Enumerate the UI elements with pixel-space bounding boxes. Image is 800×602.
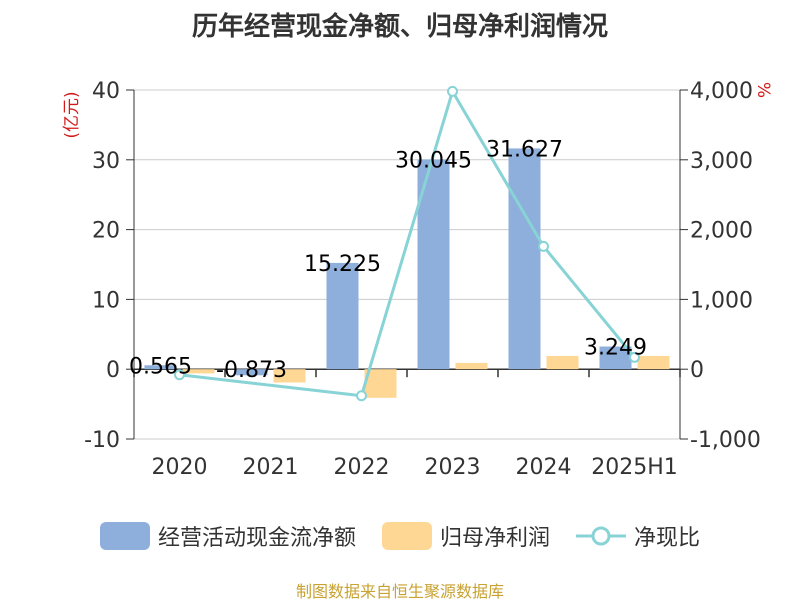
y-tick-label: 0: [106, 358, 120, 383]
y-tick-label: 20: [92, 219, 120, 244]
legend-swatch-cashflow: [99, 522, 150, 550]
data-label-cashflow-2025H1: 3.249: [584, 336, 647, 361]
data-label-cashflow-2020: 0.565: [129, 354, 192, 379]
legend-item-ratio[interactable]: 净现比: [576, 520, 700, 552]
bar-cashflow-2022: [326, 262, 359, 370]
y-tick-label: 10: [92, 288, 120, 313]
bar-cashflow-2021: [235, 369, 268, 376]
data-label-cashflow-2022: 15.225: [304, 252, 381, 277]
legend-swatch-ratio: [576, 522, 626, 550]
y2-tick-label: 4,000: [690, 79, 753, 104]
legend-item-cashflow[interactable]: 经营活动现金流净额: [99, 520, 356, 552]
legend-label-netprofit: 归母净利润: [439, 526, 550, 551]
x-tick-label: 2023: [425, 455, 481, 480]
point-ratio-2024: [538, 240, 549, 252]
data-label-cashflow-2021: -0.873: [216, 358, 287, 383]
bar-cashflow-2020: [144, 365, 177, 370]
bar-netprofit-2021: [273, 369, 306, 383]
y-tick-label: -10: [84, 428, 120, 453]
legend-swatch-netprofit: [381, 522, 432, 550]
x-tick-label: 2022: [334, 455, 390, 480]
bar-netprofit-2024: [546, 355, 579, 370]
y-tick-label: 40: [92, 79, 120, 104]
source-note: 制图数据来自恒生聚源数据库: [295, 582, 504, 601]
y2-tick-label: 3,000: [690, 149, 753, 174]
bar-netprofit-2022: [364, 369, 397, 398]
bar-netprofit-2020: [182, 369, 215, 374]
point-ratio-2023: [447, 85, 458, 97]
point-ratio-2025H1: [629, 351, 640, 363]
chart-title: 历年经营现金净额、归母净利润情况: [191, 12, 608, 42]
legend-label-cashflow: 经营活动现金流净额: [157, 526, 356, 551]
legend-label-ratio: 净现比: [634, 526, 701, 551]
bar-cashflow-2024: [508, 148, 541, 370]
y-tick-label: 30: [92, 149, 120, 174]
point-ratio-2020: [174, 369, 185, 381]
data-label-cashflow-2024: 31.627: [486, 137, 563, 162]
y-axis-unit: (亿元): [62, 91, 82, 138]
line-ratio: [179, 89, 636, 398]
legend-item-netprofit[interactable]: 归母净利润: [381, 520, 550, 552]
bar-netprofit-2023: [455, 362, 488, 370]
y2-axis-unit: %: [753, 82, 773, 98]
y2-tick-label: 1,000: [690, 288, 753, 313]
x-tick-label: 2020: [152, 455, 208, 480]
x-tick-label: 2021: [243, 455, 299, 480]
bar-cashflow-2025H1: [599, 346, 632, 370]
data-label-cashflow-2023: 30.045: [395, 148, 472, 173]
y2-tick-label: 0: [690, 358, 704, 383]
y2-tick-label: 2,000: [690, 219, 753, 244]
x-tick-label: 2025H1: [591, 455, 678, 480]
point-ratio-2022: [356, 390, 367, 402]
y2-tick-label: -1,000: [690, 428, 761, 453]
x-tick-label: 2024: [516, 455, 572, 480]
bar-netprofit-2025H1: [637, 355, 670, 370]
legend: 经营活动现金流净额 归母净利润 净现比: [0, 516, 800, 556]
